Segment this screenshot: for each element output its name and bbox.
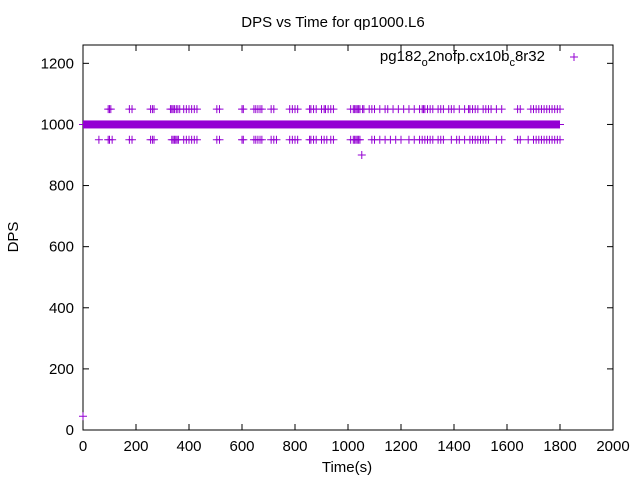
data-point [357, 151, 366, 159]
x-tick-label: 2000 [596, 438, 629, 455]
data-point [272, 135, 281, 144]
legend-label-part: c [509, 57, 515, 69]
data-point [497, 135, 506, 144]
y-tick-label: 1200 [41, 55, 74, 72]
y-tick-label: 400 [49, 300, 74, 317]
x-axis: 0 200 400 600 800 1000 1200 1400 1600 1800 2000 [79, 45, 630, 455]
chart-title: DPS vs Time for qp1000.L6 [241, 14, 424, 31]
x-tick-label: 600 [229, 438, 254, 455]
x-tick-label: 1400 [437, 438, 470, 455]
data-point [556, 105, 564, 114]
legend: pg182o2nofp.cx10bc8r32 [380, 48, 578, 69]
data-point [108, 135, 117, 144]
legend-marker [570, 53, 578, 61]
y-axis: 0 200 400 600 800 1000 1200 [41, 55, 613, 439]
y-axis-label: DPS [5, 222, 22, 253]
data-point [516, 105, 525, 114]
legend-marker-symbol [570, 53, 578, 61]
data-point [439, 135, 448, 144]
x-tick-label: 1600 [490, 438, 523, 455]
data-point [239, 105, 248, 114]
x-tick-label: 800 [282, 438, 307, 455]
data-point [329, 135, 338, 144]
data-point [106, 105, 115, 114]
legend-label: pg182o2nofp.cx10bc8r32 [380, 48, 545, 69]
data-point [269, 105, 278, 114]
x-tick-label: 1200 [384, 438, 417, 455]
data-point [94, 135, 103, 144]
data-point [192, 105, 201, 114]
data-point [79, 412, 87, 421]
data-point [239, 135, 248, 144]
y-tick-label: 0 [66, 422, 74, 439]
data-point [257, 105, 266, 114]
x-tick-label: 1000 [331, 438, 364, 455]
legend-label-part: 8r32 [515, 48, 545, 65]
data-point [150, 105, 159, 114]
x-axis-label: Time(s) [322, 459, 372, 476]
data-point [556, 135, 564, 144]
x-tick-label: 1800 [543, 438, 576, 455]
y-tick-label: 1000 [41, 116, 74, 133]
legend-label-part: 2nofp.cx10b [428, 48, 510, 65]
data-point [329, 105, 338, 114]
data-point [293, 135, 302, 144]
data-point [150, 135, 159, 144]
data-point [215, 105, 224, 114]
plot-data [79, 105, 564, 421]
data-point [355, 135, 364, 144]
data-point [497, 105, 506, 114]
x-tick-label: 200 [123, 438, 148, 455]
data-point [484, 135, 493, 144]
data-point [257, 135, 266, 144]
legend-label-part: o [422, 57, 428, 69]
y-tick-label: 200 [49, 361, 74, 378]
legend-label-part: pg182 [380, 48, 422, 65]
data-point [293, 105, 302, 114]
data-point [128, 135, 137, 144]
plot-frame [82, 44, 614, 431]
data-point [397, 135, 405, 144]
data-point [192, 135, 201, 144]
y-tick-label: 800 [49, 178, 74, 195]
data-point [516, 135, 525, 144]
x-tick-label: 400 [176, 438, 201, 455]
data-point [215, 135, 224, 144]
y-tick-label: 600 [49, 239, 74, 256]
data-point [128, 105, 137, 114]
x-tick-label: 0 [79, 438, 87, 455]
